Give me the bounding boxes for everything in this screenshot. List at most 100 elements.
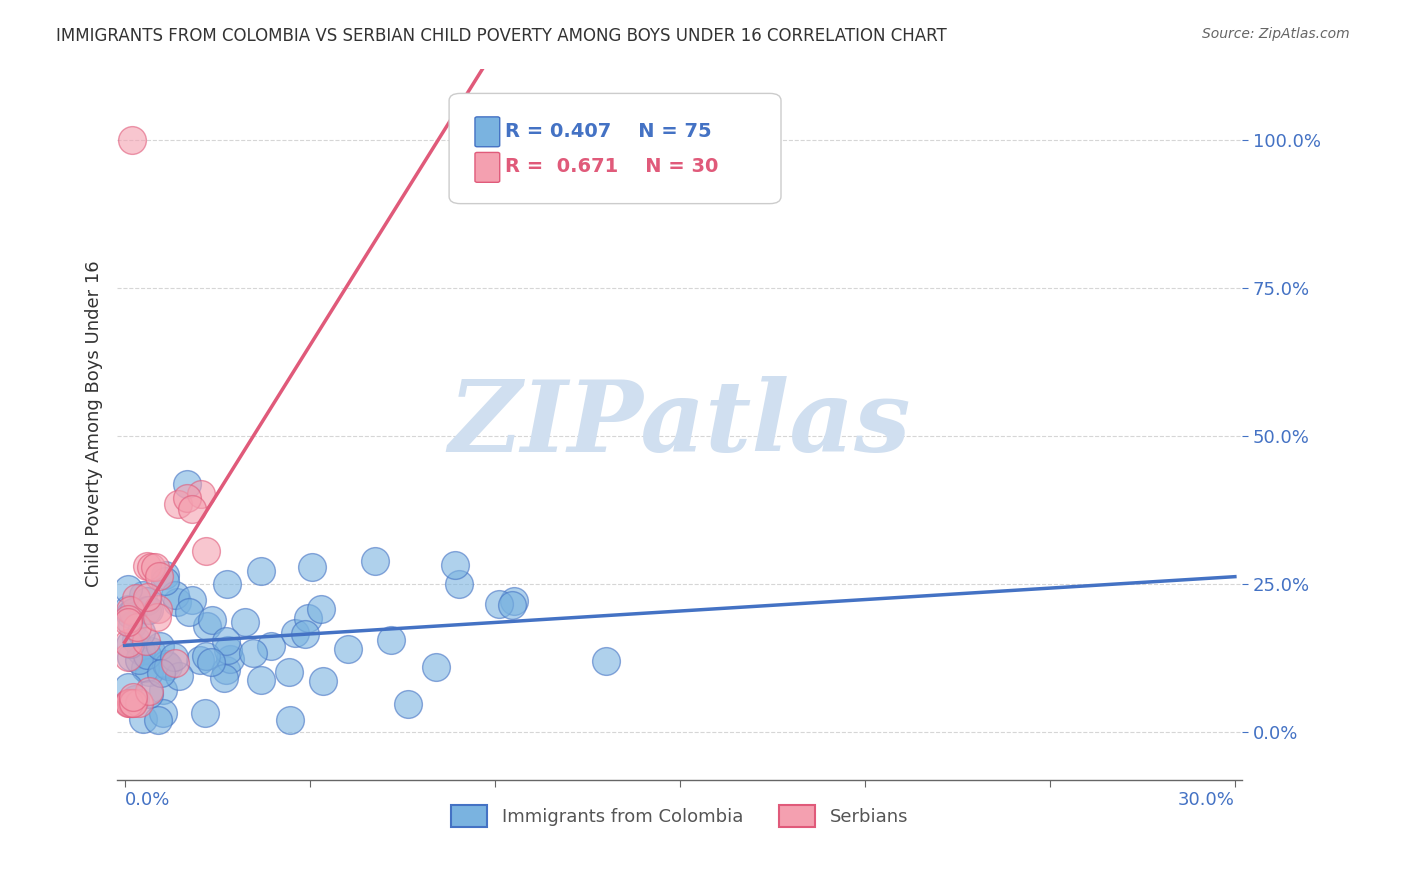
Point (301, 560, 323, 574)
Point (139, 643, 162, 657)
Point (284, 626, 307, 640)
Point (181, 593, 204, 607)
Legend: Immigrants from Colombia, Serbians: Immigrants from Colombia, Serbians (444, 798, 915, 835)
Text: IMMIGRANTS FROM COLOMBIA VS SERBIAN CHILD POVERTY AMONG BOYS UNDER 16 CORRELATIO: IMMIGRANTS FROM COLOMBIA VS SERBIAN CHIL… (56, 27, 948, 45)
Point (125, 632, 148, 647)
Point (200, 655, 222, 669)
Point (215, 577, 238, 591)
Point (136, 648, 159, 662)
FancyBboxPatch shape (449, 94, 780, 203)
Point (117, 680, 139, 694)
Point (118, 696, 141, 710)
Point (150, 666, 173, 681)
FancyBboxPatch shape (475, 117, 499, 147)
Point (117, 582, 139, 596)
Point (117, 611, 139, 625)
Text: ZIPatlas: ZIPatlas (449, 376, 911, 473)
Point (336, 642, 359, 657)
Point (215, 663, 238, 677)
Point (195, 619, 218, 633)
Point (121, 133, 143, 147)
Point (167, 668, 190, 682)
Point (132, 589, 155, 603)
Point (278, 714, 301, 728)
Point (117, 696, 139, 710)
Point (120, 696, 142, 710)
Point (117, 636, 139, 650)
Text: Source: ZipAtlas.com: Source: ZipAtlas.com (1202, 27, 1350, 41)
Point (165, 588, 187, 602)
Point (138, 683, 160, 698)
Point (132, 712, 155, 726)
Point (120, 650, 142, 665)
Point (136, 558, 159, 573)
Point (502, 594, 524, 608)
Point (425, 659, 447, 673)
Point (194, 706, 217, 720)
Point (145, 610, 167, 624)
Point (176, 476, 198, 491)
Point (122, 605, 145, 619)
Point (138, 603, 160, 617)
Point (157, 659, 180, 673)
Point (218, 652, 240, 666)
Point (149, 639, 172, 653)
Point (396, 697, 419, 711)
Point (135, 634, 157, 648)
Point (443, 558, 465, 573)
Point (242, 646, 264, 660)
Point (146, 601, 169, 615)
Point (488, 597, 510, 611)
Point (250, 564, 273, 578)
Point (215, 634, 238, 648)
Point (138, 665, 160, 680)
Point (163, 656, 186, 670)
Point (121, 696, 143, 710)
Point (118, 637, 141, 651)
Point (181, 502, 204, 516)
Point (190, 653, 212, 667)
Point (177, 605, 200, 619)
Point (277, 665, 299, 679)
Point (250, 673, 273, 687)
Point (152, 706, 174, 720)
Point (312, 673, 335, 688)
Point (212, 671, 235, 685)
Point (128, 696, 150, 710)
Point (131, 624, 153, 639)
Point (118, 607, 141, 621)
Point (117, 602, 139, 616)
Point (125, 591, 148, 605)
Text: R =  0.671    N = 30: R = 0.671 N = 30 (505, 157, 718, 176)
Point (195, 648, 218, 663)
Point (135, 594, 157, 608)
Point (125, 620, 148, 634)
Point (167, 497, 190, 511)
Point (136, 602, 159, 616)
Text: R = 0.407    N = 75: R = 0.407 N = 75 (505, 121, 711, 141)
Point (595, 654, 617, 668)
Point (233, 615, 256, 630)
Point (195, 543, 218, 558)
Point (297, 611, 319, 625)
Text: 30.0%: 30.0% (1178, 791, 1234, 809)
Y-axis label: Child Poverty Among Boys Under 16: Child Poverty Among Boys Under 16 (86, 260, 103, 587)
Point (201, 613, 224, 627)
Point (294, 626, 316, 640)
Point (124, 692, 146, 706)
Point (120, 603, 142, 617)
Point (176, 491, 198, 505)
Point (121, 617, 143, 632)
Point (148, 568, 170, 582)
Point (121, 690, 143, 704)
Point (447, 577, 470, 591)
Point (162, 650, 184, 665)
Point (128, 653, 150, 667)
Point (501, 598, 523, 612)
Point (134, 660, 156, 674)
Point (363, 554, 385, 568)
Point (129, 643, 152, 657)
Point (122, 696, 145, 710)
Point (117, 650, 139, 665)
Point (166, 595, 188, 609)
